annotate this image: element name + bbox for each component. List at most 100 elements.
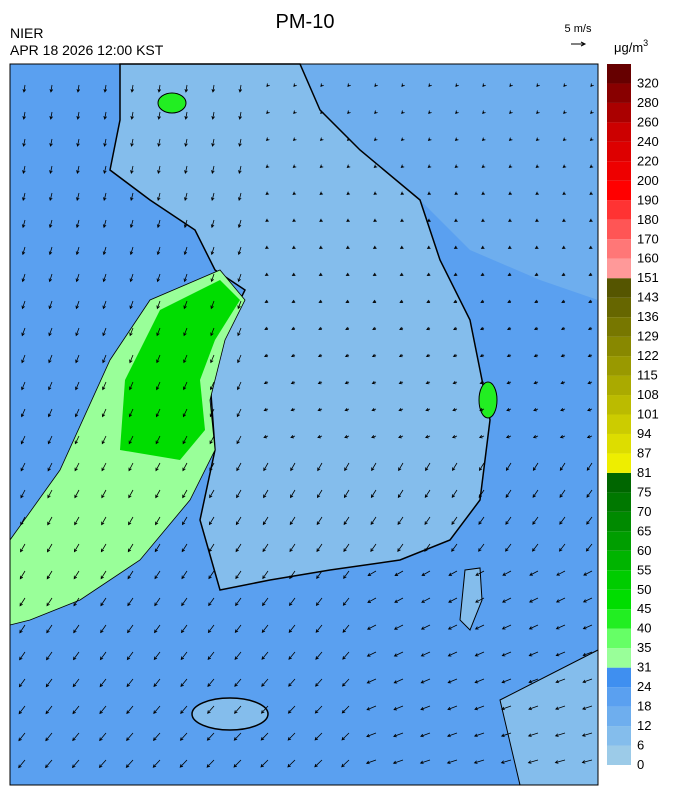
wind-arrow: [210, 246, 215, 256]
wind-arrow: [49, 138, 53, 147]
wind-arrow: [344, 462, 350, 472]
wind-arrow: [22, 84, 27, 93]
wind-arrow: [342, 651, 350, 660]
wind-arrow: [561, 272, 566, 276]
colorbar-label: 122: [637, 348, 659, 363]
wind-arrow: [528, 678, 539, 684]
wind-arrow: [261, 651, 269, 660]
wind-arrow: [264, 245, 269, 249]
color-swatch: [607, 122, 631, 142]
wind-arrow: [98, 759, 107, 769]
wind-arrow: [265, 164, 270, 168]
wind-arrow: [588, 299, 593, 304]
wind-arrow: [126, 732, 134, 742]
wind-arrow: [49, 192, 53, 202]
wind-arrow: [343, 543, 350, 553]
wind-arrow: [181, 543, 188, 553]
wind-arrow: [182, 381, 188, 391]
wind-arrow: [130, 165, 134, 174]
wind-arrow: [236, 381, 242, 391]
wind-arrow: [317, 434, 323, 439]
wind-arrow: [532, 489, 539, 498]
wind-arrow: [371, 353, 377, 358]
wind-arrow: [587, 326, 593, 331]
wind-arrow: [21, 327, 26, 337]
wind-arrow: [263, 462, 269, 472]
wind-arrow: [157, 165, 161, 174]
wind-arrow: [207, 678, 215, 687]
wind-arrow: [72, 678, 80, 688]
wind-arrow: [447, 705, 458, 711]
wind-arrow: [424, 489, 431, 499]
wind-arrow: [183, 246, 188, 256]
wind-arrow: [157, 192, 161, 202]
wind-arrow: [562, 137, 567, 141]
color-swatch: [607, 706, 631, 727]
wind-arrow: [261, 624, 269, 634]
wind-arrow: [556, 570, 566, 576]
wind-arrow: [102, 354, 107, 364]
wind-arrow: [398, 434, 404, 439]
wind-arrow: [318, 245, 323, 249]
wind-arrow: [397, 543, 404, 552]
wind-arrow: [397, 489, 404, 499]
wind-arrow: [341, 705, 350, 714]
wind-arrow: [182, 516, 188, 526]
wind-arrow: [373, 218, 377, 222]
wind-arrow: [73, 570, 80, 580]
colorbar-label: 45: [637, 601, 651, 616]
wind-arrow: [345, 299, 350, 303]
wind-arrow: [370, 489, 377, 499]
wind-arrow: [290, 353, 296, 358]
wind-arrow: [479, 462, 485, 472]
wind-arrow: [528, 705, 539, 711]
wind-arrow: [182, 408, 188, 418]
wind-arrow: [287, 705, 296, 714]
wind-arrow: [128, 408, 134, 418]
wind-arrow: [420, 678, 431, 684]
wind-arrow: [315, 624, 323, 633]
wind-arrow: [474, 678, 485, 684]
colorbar-label: 200: [637, 173, 659, 188]
wind-arrow: [21, 354, 26, 364]
wind-arrow: [508, 191, 513, 195]
wind-arrow: [22, 165, 26, 174]
wind-arrow: [208, 570, 215, 580]
wind-arrow: [559, 434, 566, 439]
wind-arrow: [347, 83, 351, 88]
wind-arrow: [315, 597, 323, 606]
wind-arrow: [103, 84, 108, 93]
wind-arrow: [291, 299, 296, 303]
wind-arrow: [211, 138, 215, 147]
wind-arrow: [581, 732, 593, 737]
wind-arrow: [210, 219, 215, 229]
wind-arrow: [316, 543, 323, 553]
color-swatch: [607, 219, 631, 240]
color-swatch: [607, 395, 631, 415]
wind-arrow: [237, 246, 242, 256]
wind-arrow: [528, 597, 539, 603]
wind-arrow: [586, 516, 593, 525]
color-swatch: [607, 278, 631, 298]
wind-arrow: [527, 759, 539, 764]
island: [459, 567, 483, 631]
wind-arrow: [473, 759, 485, 764]
wind-arrow: [264, 272, 269, 276]
wind-arrow: [182, 435, 188, 445]
wind-arrow: [130, 84, 135, 93]
wind-arrow: [155, 435, 161, 445]
wind-arrow: [453, 299, 458, 303]
wind-arrow: [319, 191, 324, 195]
colorbar-label: 190: [637, 192, 659, 207]
wind-scale: 5 m/s: [565, 23, 592, 35]
color-swatch: [607, 317, 631, 337]
wind-arrow: [451, 516, 458, 525]
wind-arrow: [76, 111, 80, 120]
wind-arrow: [22, 138, 26, 147]
wind-arrow: [587, 407, 593, 412]
wind-arrow: [157, 111, 161, 120]
colorbar-label: 115: [637, 368, 658, 383]
wind-arrow: [558, 543, 566, 552]
wind-arrow: [316, 570, 323, 580]
wind-arrow: [49, 111, 53, 120]
